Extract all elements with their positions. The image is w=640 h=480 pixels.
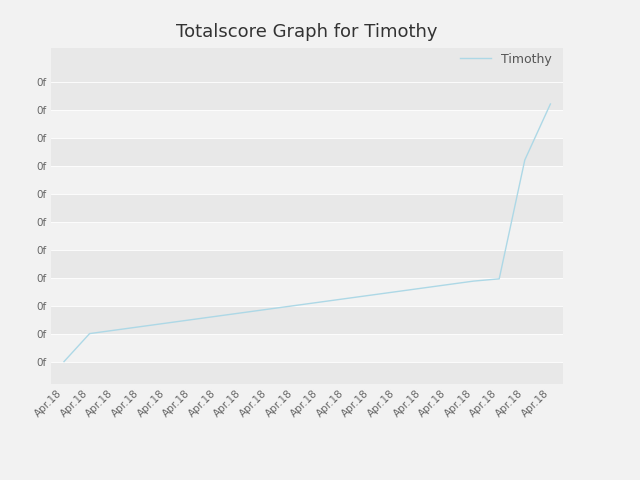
Timothy — [86, 331, 93, 336]
Timothy — [367, 292, 375, 298]
Bar — [51, 193, 563, 222]
Timothy — [393, 288, 401, 294]
Bar — [51, 109, 563, 138]
Bar — [51, 222, 563, 250]
Bar — [51, 40, 563, 82]
Timothy — [419, 285, 426, 291]
Bar — [51, 277, 563, 306]
Timothy — [265, 306, 273, 312]
Timothy — [214, 313, 221, 319]
Title: Totalscore Graph for Timothy: Totalscore Graph for Timothy — [177, 23, 438, 41]
Bar — [51, 306, 563, 334]
Timothy — [188, 317, 196, 323]
Timothy — [547, 101, 554, 107]
Timothy — [495, 276, 503, 282]
Timothy — [163, 320, 170, 326]
Timothy — [521, 157, 529, 163]
Timothy — [342, 296, 349, 301]
Line: Timothy: Timothy — [64, 104, 550, 361]
Bar — [51, 334, 563, 361]
Timothy — [291, 303, 298, 309]
Bar — [51, 82, 563, 109]
Timothy — [137, 324, 145, 329]
Bar — [51, 138, 563, 166]
Bar — [51, 250, 563, 277]
Timothy — [470, 278, 477, 284]
Timothy — [111, 327, 119, 333]
Timothy — [444, 282, 452, 288]
Legend: Timothy: Timothy — [455, 48, 557, 71]
Bar — [51, 166, 563, 193]
Timothy — [239, 310, 247, 315]
Timothy — [60, 359, 68, 364]
Timothy — [316, 299, 324, 305]
